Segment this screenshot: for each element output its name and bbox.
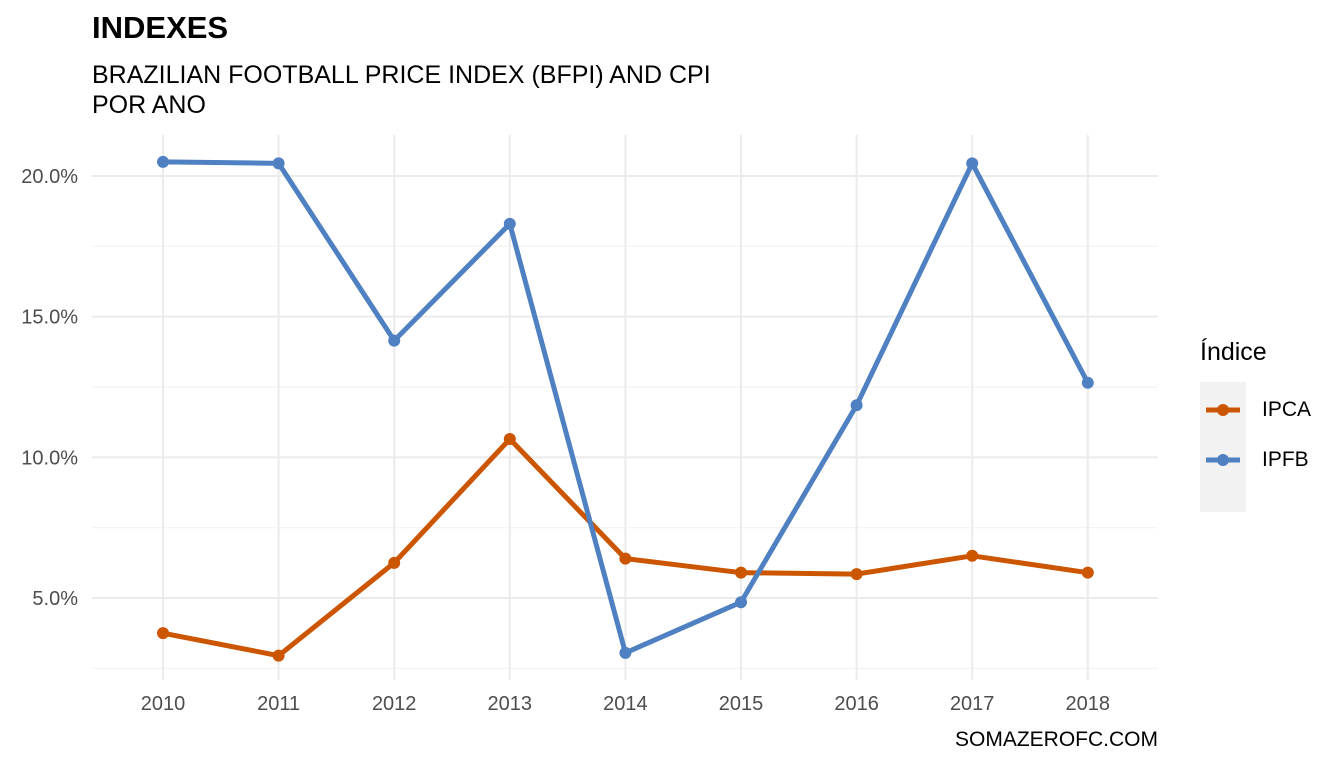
x-tick-label: 2014 [603,693,648,715]
data-point-ipfb [388,334,401,347]
x-tick-label: 2017 [950,693,995,715]
legend-key-point [1217,404,1229,416]
x-tick-label: 2016 [834,693,879,715]
y-tick-label: 5.0% [32,588,78,610]
x-tick-label: 2018 [1066,693,1111,715]
caption: SOMAZEROFC.COM [955,728,1158,751]
data-point-ipca [619,552,632,565]
data-point-ipca [735,566,747,579]
data-point-ipca [503,433,516,446]
data-point-ipca [966,549,979,562]
legend-label: IPFB [1262,448,1309,471]
data-point-ipfb [503,217,516,230]
chart-title: INDEXES [92,10,229,45]
data-point-ipca [1081,566,1094,579]
data-point-ipca [272,649,285,662]
y-tick-label: 10.0% [21,447,78,469]
y-axis-tick-labels: 5.0% 10.0% 15.0% 20.0% [21,166,78,610]
data-point-ipfb [272,157,285,170]
legend-key-ipca [1206,404,1240,416]
data-point-ipfb [735,596,747,609]
x-tick-label: 2012 [372,693,417,715]
legend: Índice IPCA IPFB [1200,338,1311,512]
legend-item-ipca: IPCA [1200,390,1311,430]
data-point-ipca [388,556,401,569]
x-tick-label: 2010 [141,693,186,715]
x-axis-tick-labels: 2010 2011 2012 2013 2014 2015 2016 2017 2018 [141,693,1110,715]
x-tick-label: 2013 [488,693,533,715]
series-points [157,155,1094,662]
legend-item-ipfb: IPFB [1200,440,1309,480]
x-tick-label: 2011 [257,693,300,715]
data-point-ipca [157,627,169,640]
data-point-ipfb [966,157,979,170]
x-tick-label: 2015 [719,693,764,715]
data-point-ipfb [850,399,863,412]
legend-key-point [1217,454,1229,466]
chart-subtitle: BRAZILIAN FOOTBALL PRICE INDEX (BFPI) AN… [92,60,852,120]
legend-keys-background [1200,382,1246,512]
data-point-ipfb [1081,376,1094,389]
data-point-ipca [850,568,863,581]
y-tick-label: 20.0% [21,166,78,188]
chart-subtitle-line: BRAZILIAN FOOTBALL PRICE INDEX (BFPI) AN… [92,61,711,89]
data-point-ipfb [157,155,169,168]
grid-major [92,135,1158,680]
data-point-ipfb [619,646,632,659]
y-tick-label: 15.0% [21,307,78,329]
chart-subtitle-line: POR ANO [92,91,206,119]
legend-label: IPCA [1262,398,1312,421]
legend-title: Índice [1200,338,1267,366]
legend-key-ipfb [1206,454,1240,466]
